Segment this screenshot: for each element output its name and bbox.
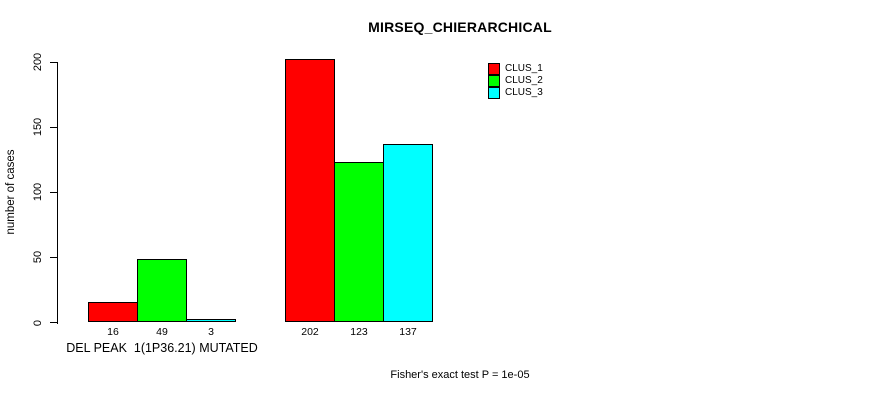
legend-label: CLUS_3 [505,87,543,98]
bar-value-label: 3 [208,326,214,338]
bar-clus_1-group1 [88,301,138,323]
y-tick [49,256,57,259]
y-tick-label: 200 [32,52,44,72]
chart-title: MIRSEQ_CHIERARCHICAL [368,19,552,35]
legend-item: CLUS_2 [488,75,543,87]
legend-item: CLUS_1 [488,63,543,75]
category-label: DEL PEAK 1(1P36.21) MUTATED [66,340,258,355]
legend-swatch [488,63,500,75]
y-tick-label: 100 [32,183,44,202]
bar-clus_2-group1 [137,258,187,323]
y-tick-label: 0 [32,319,44,326]
bar-value-label: 137 [399,326,417,338]
y-tick [49,322,57,324]
bar-value-label: 16 [107,326,119,338]
bar-clus_1-group2 [285,59,335,323]
legend: CLUS_1 CLUS_2 CLUS_3 [488,63,543,99]
y-axis-line [56,62,58,324]
bar-value-label: 202 [301,326,319,338]
bar-clus_3-group1 [186,318,236,323]
y-tick-label: 50 [32,251,44,264]
y-tick [49,61,57,63]
bar-clus_2-group2 [334,162,384,323]
y-tick [49,191,57,193]
bar-value-label: 49 [156,326,168,338]
legend-swatch [488,75,500,87]
bar-value-label: 123 [350,326,368,338]
y-tick [49,126,57,128]
legend-swatch [488,87,500,99]
bar-clus_3-group2 [383,144,433,323]
legend-label: CLUS_2 [505,75,543,86]
legend-item: CLUS_3 [488,87,543,99]
legend-label: CLUS_1 [505,63,543,74]
y-axis-label: number of cases [5,149,17,235]
annotation-text: Fisher's exact test P = 1e-05 [390,369,530,381]
y-tick-label: 150 [32,117,44,137]
